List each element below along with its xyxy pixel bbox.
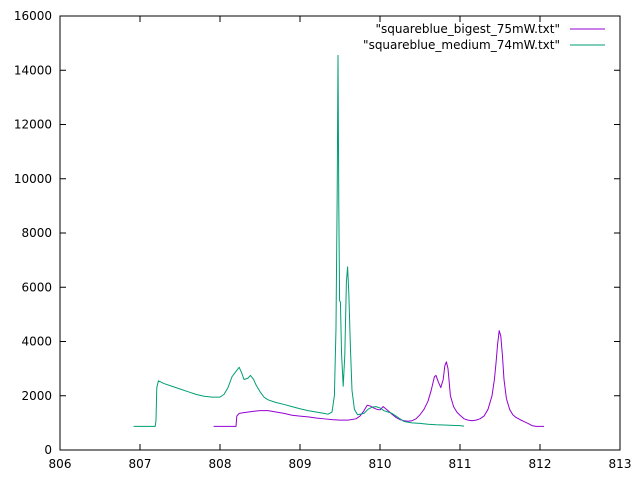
y-axis-tick-labels: 0 2000 4000 6000 8000 10000 12000 14000 16000 — [14, 9, 52, 457]
y-tick-label: 12000 — [14, 118, 52, 132]
y-tick-label: 6000 — [21, 280, 52, 294]
y-tick-label: 8000 — [21, 226, 52, 240]
series-layer — [133, 54, 544, 427]
x-tick-label: 812 — [529, 457, 552, 471]
y-tick-label: 10000 — [14, 172, 52, 186]
legend-label-1: "squareblue_bigest_75mW.txt" — [375, 22, 560, 36]
legend-label-2: "squareblue_medium_74mW.txt" — [363, 38, 560, 52]
x-tick-label: 808 — [209, 457, 232, 471]
x-tick-label: 809 — [289, 457, 312, 471]
y-tick-label: 2000 — [21, 389, 52, 403]
x-tick-label: 811 — [449, 457, 472, 471]
y-tick-label: 14000 — [14, 63, 52, 77]
y-tick-label: 16000 — [14, 9, 52, 23]
x-tick-label: 806 — [49, 457, 72, 471]
series-line-1 — [213, 330, 544, 427]
plot-border — [59, 15, 621, 451]
x-tick-label: 807 — [129, 457, 152, 471]
y-tick-label: 4000 — [21, 335, 52, 349]
legend: "squareblue_bigest_75mW.txt" "squareblue_… — [363, 22, 605, 52]
y-tick-label: 0 — [44, 443, 52, 457]
series-line-2 — [133, 54, 465, 427]
x-axis-tick-labels: 806 807 808 809 810 811 812 813 — [49, 457, 632, 471]
x-tick-label: 813 — [609, 457, 632, 471]
x-tick-label: 810 — [369, 457, 392, 471]
